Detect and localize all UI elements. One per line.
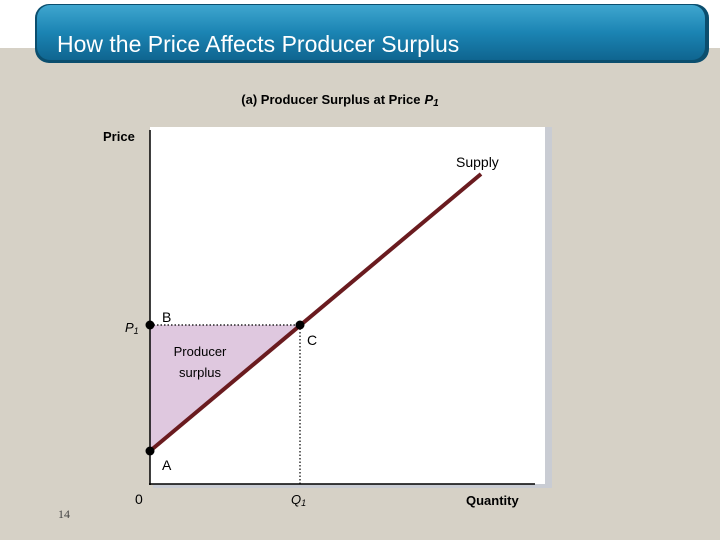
origin-label: 0 — [135, 491, 143, 507]
point-label: B — [162, 309, 171, 325]
y-axis-label: Price — [103, 129, 135, 144]
area-label: surplus — [179, 365, 221, 380]
caption-subscript: 1 — [433, 98, 439, 109]
point-a — [145, 446, 155, 456]
caption-text: (a) Producer Surplus at Price — [241, 92, 420, 107]
curve-label: Supply — [456, 154, 499, 170]
point-label: C — [307, 332, 317, 348]
x-axis-label: Quantity — [466, 493, 519, 508]
quantity-symbol: Q — [291, 492, 301, 507]
point-b — [145, 320, 155, 330]
point-label: A — [162, 457, 172, 473]
supply-curve — [148, 172, 483, 453]
page-number: 14 — [58, 507, 70, 521]
slide-title: How the Price Affects Producer Surplus — [57, 31, 459, 57]
price-label: P1 — [125, 320, 139, 336]
price-symbol: P — [125, 320, 134, 335]
quantity-label: Q1 — [291, 492, 306, 508]
quantity-subscript: 1 — [301, 498, 306, 508]
price-subscript: 1 — [134, 326, 139, 336]
figure-caption: (a) Producer Surplus at Price P1 — [241, 92, 439, 109]
panel — [150, 127, 545, 484]
area-label: Producer — [174, 344, 227, 359]
point-c — [295, 320, 305, 330]
caption-symbol: P — [424, 92, 433, 107]
title-bar — [37, 5, 705, 60]
